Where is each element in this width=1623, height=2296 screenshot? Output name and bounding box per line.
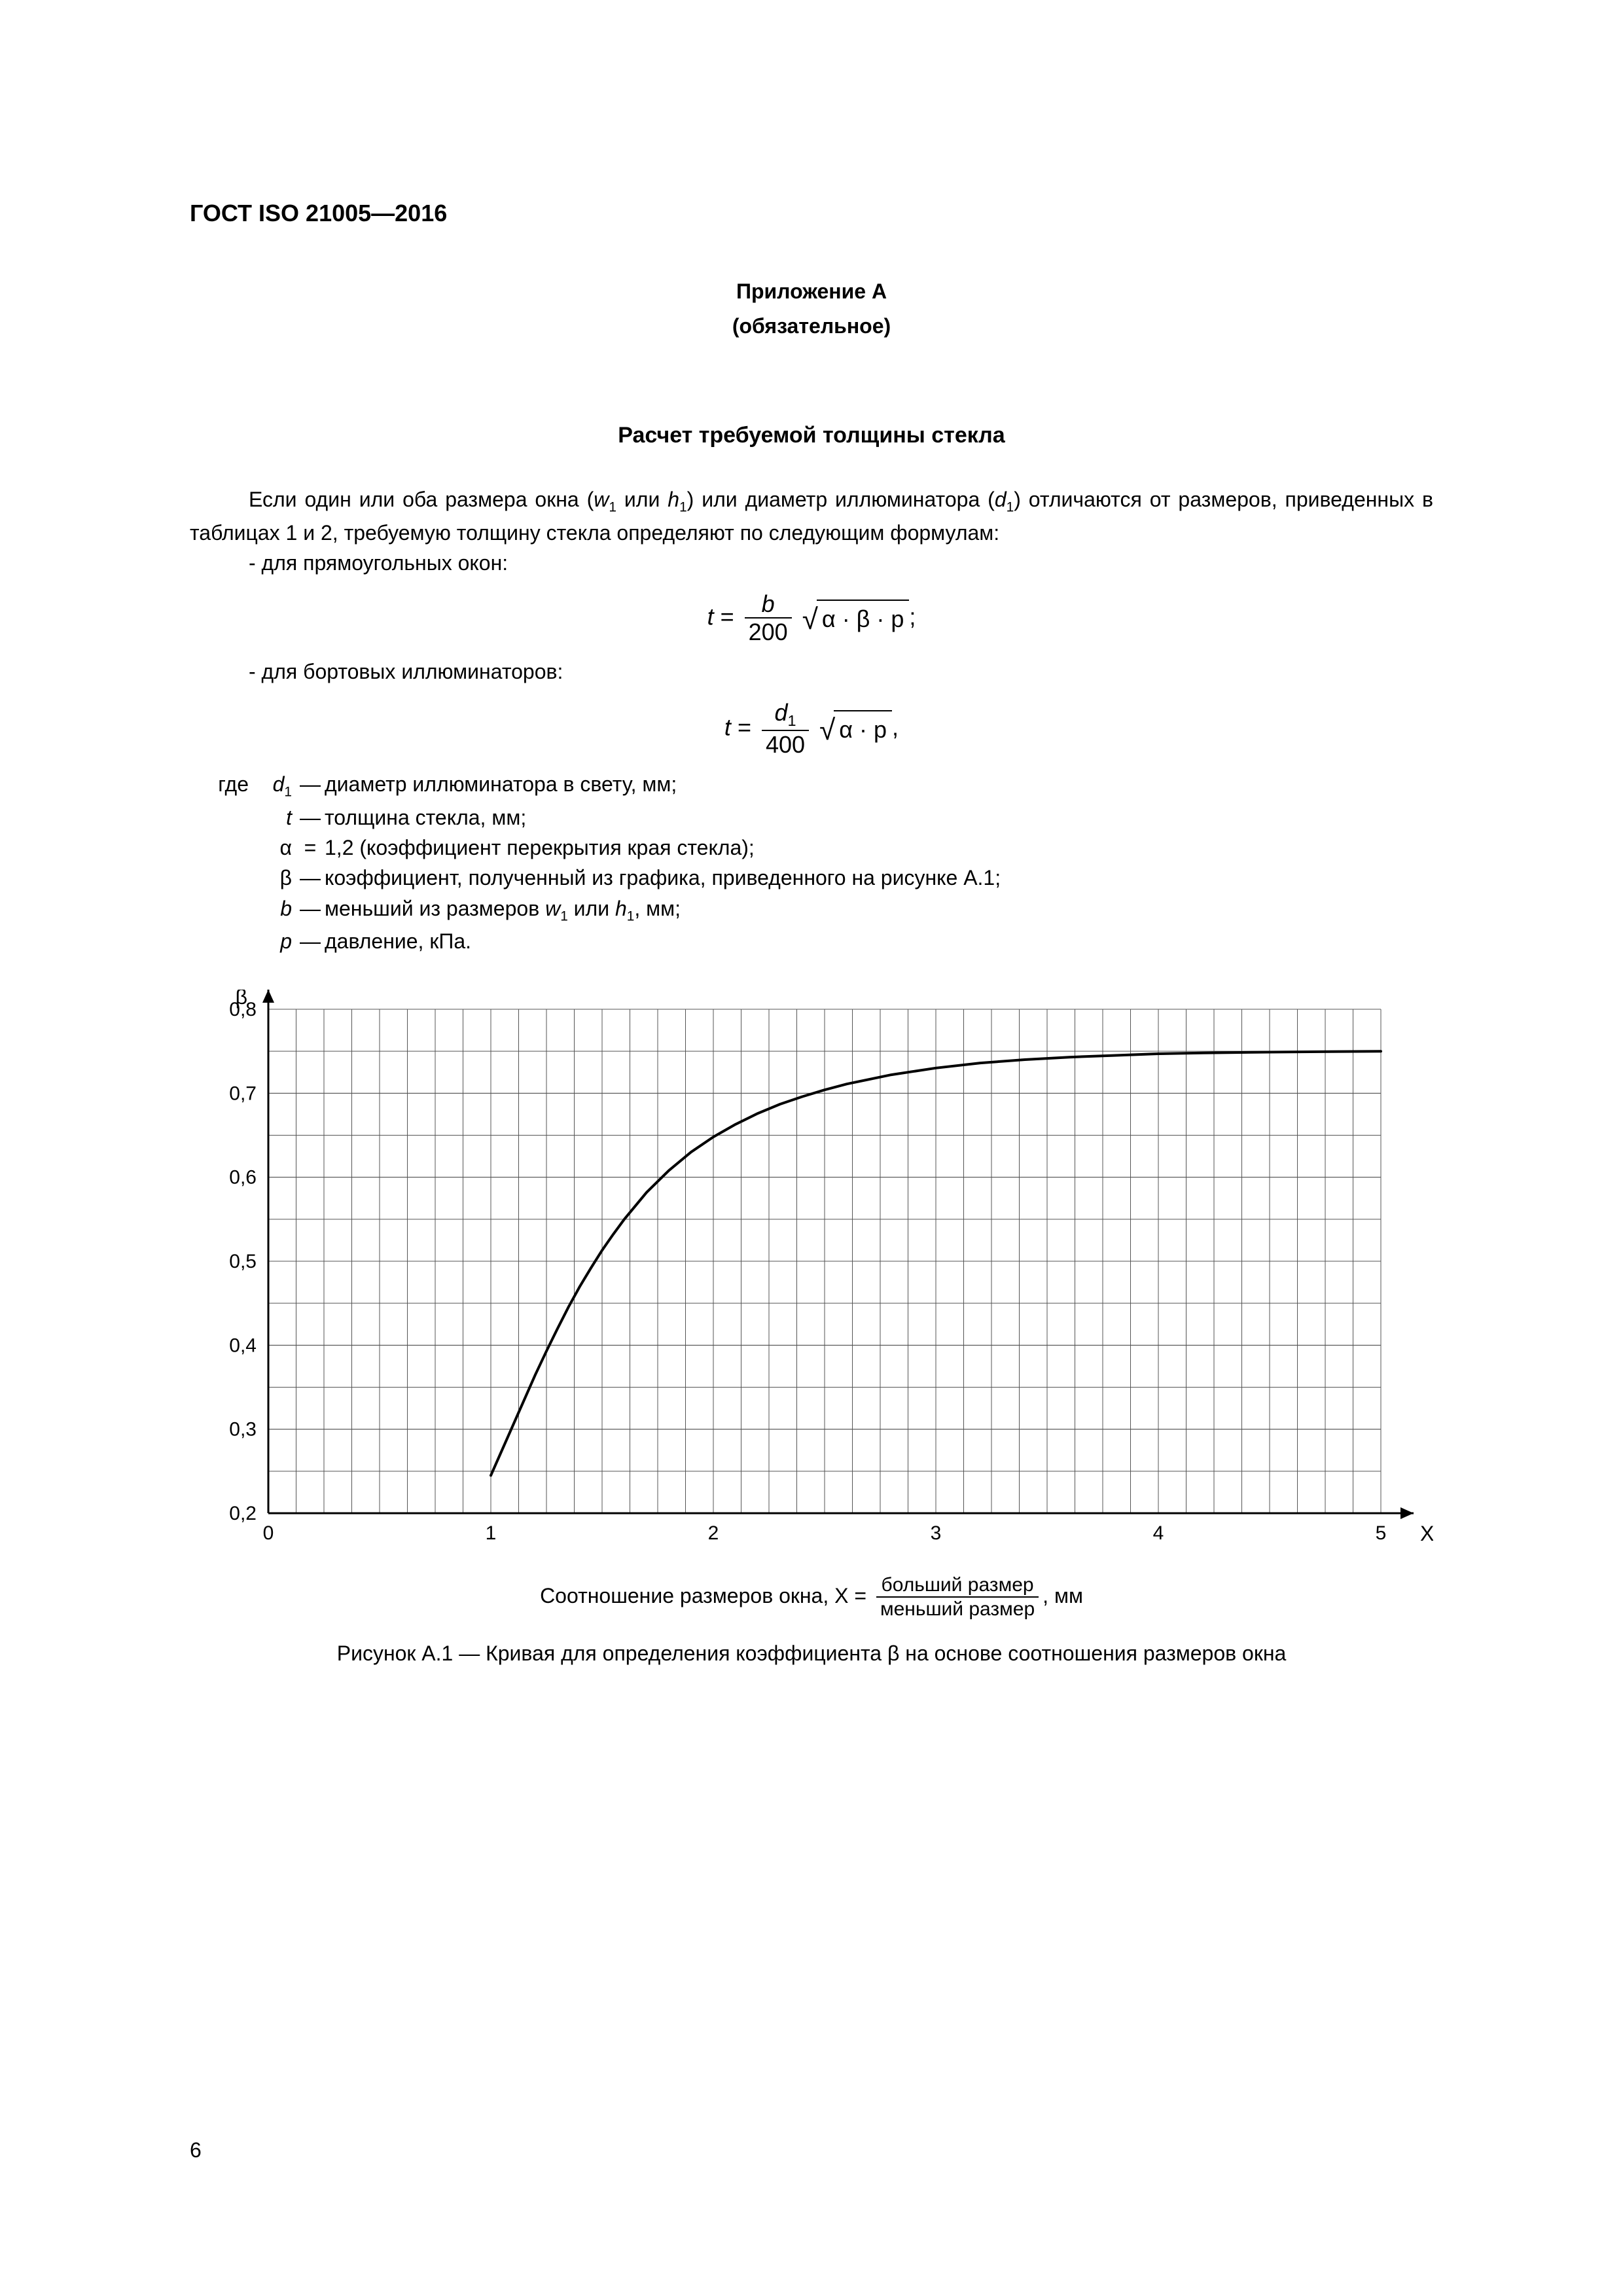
- f1-t: t: [707, 603, 714, 630]
- xcap-pre: Соотношение размеров окна, X =: [540, 1584, 872, 1607]
- definition-row: гдеβ—коэффициент, полученный из графика,…: [190, 863, 1433, 893]
- svg-text:0,3: 0,3: [229, 1418, 257, 1440]
- f2-t: t: [724, 713, 731, 740]
- section-title: Расчет требуемой толщины стекла: [190, 420, 1433, 452]
- f1-num: b: [745, 592, 792, 618]
- svg-text:0,2: 0,2: [229, 1503, 257, 1524]
- page-number: 6: [190, 2135, 202, 2165]
- svg-text:0,4: 0,4: [229, 1335, 257, 1356]
- beta-chart: 0123450,20,30,40,50,60,70,8βX: [190, 990, 1433, 1566]
- svg-text:0,5: 0,5: [229, 1251, 257, 1272]
- intro-paragraph: Если один или оба размера окна (w1 или h…: [190, 484, 1433, 548]
- f2-tail: ,: [892, 713, 899, 740]
- f2-den: 400: [762, 730, 809, 757]
- f2-radicand: α · p: [834, 710, 892, 747]
- intro-text-a: Если один или оба размера окна (: [249, 488, 594, 511]
- list-item-rect: - для прямоугольных окон:: [190, 548, 1433, 578]
- f2-eq: =: [731, 713, 758, 740]
- f1-den: 200: [745, 617, 792, 645]
- standard-header: ГОСТ ISO 21005—2016: [190, 196, 1433, 230]
- svg-text:β: β: [236, 990, 247, 1009]
- definition-row: гдеd1—диаметр иллюминатора в свету, мм;: [190, 769, 1433, 802]
- definition-row: гдеt—толщина стекла, мм;: [190, 802, 1433, 833]
- svg-text:1: 1: [486, 1522, 497, 1544]
- definition-row: гдеb—меньший из размеров w1 или h1, мм;: [190, 893, 1433, 927]
- formula-side: t = d1400 √α · p,: [190, 700, 1433, 758]
- intro-text-c: ) или диаметр иллюминатора (: [687, 488, 995, 511]
- definition-row: гдеp—давление, кПа.: [190, 926, 1433, 956]
- f1-radicand: α · β · p: [817, 600, 910, 636]
- svg-text:0: 0: [263, 1522, 274, 1544]
- svg-text:0,6: 0,6: [229, 1166, 257, 1188]
- list-item-side: - для бортовых иллюминаторов:: [190, 656, 1433, 687]
- f1-eq: =: [714, 603, 741, 630]
- svg-text:3: 3: [931, 1522, 942, 1544]
- f1-tail: ;: [909, 603, 916, 630]
- svg-text:0,7: 0,7: [229, 1083, 257, 1104]
- x-axis-caption: Соотношение размеров окна, X = больший р…: [190, 1575, 1433, 1620]
- definitions-list: гдеd1—диаметр иллюминатора в свету, мм;г…: [190, 769, 1433, 957]
- xcap-den: меньший размер: [876, 1596, 1039, 1620]
- svg-text:2: 2: [708, 1522, 719, 1544]
- definition-row: гдеα=1,2 (коэффициент перекрытия края ст…: [190, 833, 1433, 863]
- xcap-post: , мм: [1043, 1584, 1083, 1607]
- svg-text:5: 5: [1376, 1522, 1387, 1544]
- f2-num: d1: [762, 700, 809, 730]
- formula-rect: t = b200 √α · β · p;: [190, 592, 1433, 645]
- chart-svg: 0123450,20,30,40,50,60,70,8βX: [190, 990, 1433, 1566]
- intro-text-b: или: [616, 488, 668, 511]
- appendix-heading: Приложение А (обязательное): [190, 276, 1433, 341]
- appendix-line2: (обязательное): [190, 311, 1433, 341]
- svg-text:X: X: [1420, 1522, 1433, 1545]
- svg-text:4: 4: [1153, 1522, 1164, 1544]
- xcap-num: больший размер: [876, 1575, 1039, 1597]
- appendix-line1: Приложение А: [190, 276, 1433, 306]
- figure-caption: Рисунок А.1 — Кривая для определения коэ…: [190, 1638, 1433, 1668]
